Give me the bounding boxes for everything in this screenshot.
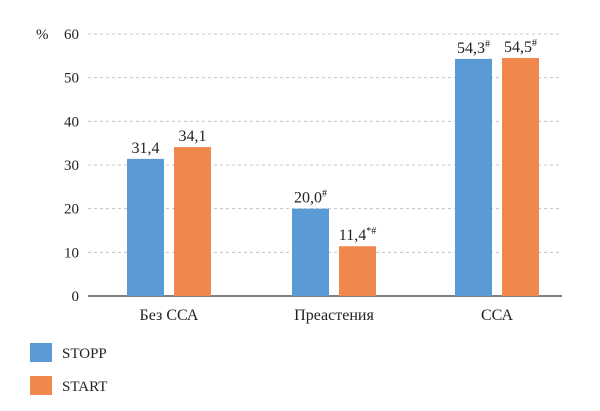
y-tick-label: 60 bbox=[64, 27, 79, 43]
y-tick-label: 40 bbox=[64, 114, 79, 130]
category-label: Без ССА bbox=[140, 307, 199, 324]
category-label: ССА bbox=[481, 307, 514, 324]
legend-label-start: START bbox=[62, 379, 107, 395]
legend: STOPP START bbox=[30, 343, 107, 395]
y-tick-label: 30 bbox=[64, 158, 79, 174]
y-axis-label: % bbox=[36, 27, 49, 43]
bar-value-label: 20,0# bbox=[294, 189, 327, 207]
bar-value-label: 34,1 bbox=[179, 128, 207, 145]
bar-value-label: 31,4 bbox=[132, 140, 160, 157]
bar-start-1 bbox=[174, 147, 211, 296]
bar-value-label: 54,5# bbox=[504, 38, 537, 56]
bars bbox=[127, 58, 539, 297]
bar-value-labels: 31,4 20,0# 54,3# 34,1 11,4*# 54,5# bbox=[132, 38, 538, 244]
y-tick-label: 50 bbox=[64, 71, 79, 87]
bar-stopp-1 bbox=[127, 158, 164, 296]
legend-swatch-start bbox=[30, 376, 52, 395]
bar-value-label: 54,3# bbox=[457, 39, 490, 57]
significance-mark: # bbox=[532, 38, 537, 49]
significance-mark: # bbox=[485, 39, 490, 50]
significance-mark: *# bbox=[366, 226, 376, 237]
bar-stopp-3 bbox=[455, 58, 492, 296]
bar-stopp-2 bbox=[292, 208, 329, 296]
bar-start-3 bbox=[502, 58, 539, 297]
bar-start-2 bbox=[339, 246, 376, 296]
significance-mark: # bbox=[322, 189, 327, 200]
y-tick-label: 20 bbox=[64, 202, 79, 218]
y-tick-label: 10 bbox=[64, 245, 79, 261]
bar-value-label: 11,4*# bbox=[339, 226, 376, 244]
category-labels: Без ССА Преастения ССА bbox=[140, 307, 514, 324]
y-tick-label: 0 bbox=[72, 289, 80, 305]
legend-swatch-stopp bbox=[30, 343, 52, 362]
category-label: Преастения bbox=[294, 307, 374, 324]
y-axis-ticks: 0 10 20 30 40 50 60 bbox=[64, 27, 79, 305]
legend-label-stopp: STOPP bbox=[62, 346, 107, 362]
